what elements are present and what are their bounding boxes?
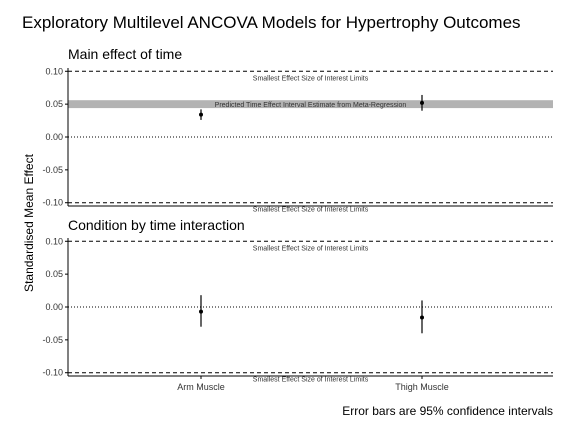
- data-point: [420, 315, 424, 320]
- x-tick-label: Arm Muscle: [177, 382, 225, 392]
- panel-subtitle: Main effect of time: [68, 46, 182, 62]
- y-tick-label: 0.10: [45, 236, 63, 246]
- y-tick-label: 0.05: [45, 99, 63, 109]
- reference-line-label: Smallest Effect Size of Interest Limits: [253, 245, 369, 252]
- y-tick-label: -0.10: [42, 368, 63, 378]
- band-label: Predicted Time Effect Interval Estimate …: [215, 102, 407, 109]
- data-point: [420, 100, 424, 105]
- x-tick-label: Thigh Muscle: [395, 382, 449, 392]
- panel-2: Condition by time interaction Smallest Ef…: [42, 217, 553, 392]
- reference-line-label: Smallest Effect Size of Interest Limits: [253, 377, 369, 384]
- y-tick-label: -0.05: [42, 335, 63, 345]
- data-point: [199, 112, 203, 117]
- chart-title: Exploratory Multilevel ANCOVA Models for…: [22, 13, 521, 32]
- y-axis-label: Standardised Mean Effect: [22, 153, 36, 292]
- panel-subtitle: Condition by time interaction: [68, 217, 245, 233]
- data-point: [199, 309, 203, 314]
- y-tick-label: 0.05: [45, 269, 63, 279]
- y-tick-label: 0.00: [45, 302, 63, 312]
- y-tick-label: -0.05: [42, 165, 63, 175]
- panel-1: Main effect of time Smallest Effect Size …: [42, 46, 553, 214]
- reference-line-label: Smallest Effect Size of Interest Limits: [253, 207, 369, 214]
- prediction-band: [68, 100, 553, 109]
- chart-caption: Error bars are 95% confidence intervals: [342, 404, 553, 418]
- reference-line-label: Smallest Effect Size of Interest Limits: [253, 75, 369, 82]
- y-tick-label: -0.10: [42, 198, 63, 208]
- y-tick-label: 0.00: [45, 132, 63, 142]
- y-tick-label: 0.10: [45, 66, 63, 76]
- panels: Main effect of time Smallest Effect Size …: [42, 46, 553, 392]
